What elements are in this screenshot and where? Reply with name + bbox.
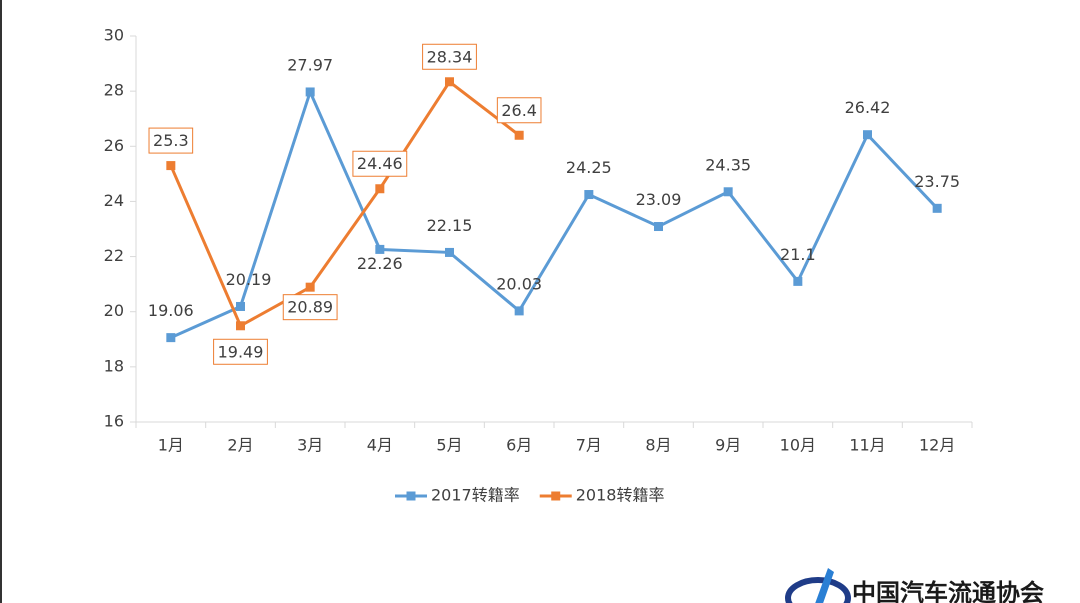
x-tick-label: 9月 — [715, 436, 741, 455]
data-label: 24.46 — [357, 154, 403, 173]
y-tick-label: 22 — [104, 246, 124, 265]
point-marker — [793, 276, 803, 286]
legend-marker — [406, 491, 416, 501]
data-label-box — [148, 127, 194, 154]
data-label: 25.3 — [153, 131, 189, 150]
logo-icon-stroke — [815, 568, 834, 603]
data-label: 24.35 — [705, 155, 751, 174]
y-tick-label: 26 — [104, 136, 124, 155]
x-tick-label: 4月 — [367, 436, 393, 455]
x-tick-label: 11月 — [849, 436, 885, 455]
logo-text: 中国汽车流通协会 — [852, 579, 1044, 603]
x-tick-label: 1月 — [158, 436, 184, 455]
x-tick-label: 10月 — [780, 436, 816, 455]
data-label: 26.42 — [845, 98, 891, 117]
x-tick-label: 6月 — [506, 436, 532, 455]
data-label: 19.49 — [218, 342, 264, 361]
point-marker — [863, 130, 872, 140]
data-label: 22.26 — [357, 254, 403, 273]
point-marker — [375, 184, 385, 194]
data-label-box — [352, 150, 408, 177]
series-line — [170, 87, 939, 340]
point-marker — [236, 301, 245, 311]
point-marker — [514, 130, 524, 140]
x-tick-label: 3月 — [297, 436, 323, 455]
point-marker — [654, 222, 663, 232]
data-label: 23.75 — [914, 172, 960, 191]
point-marker — [236, 321, 245, 331]
logo: 中国汽车流通协会 — [785, 568, 1044, 603]
point-marker — [305, 282, 315, 292]
data-label-box — [422, 43, 477, 70]
data-label: 21.1 — [780, 245, 816, 264]
point-marker — [445, 247, 454, 257]
point-marker — [723, 187, 733, 197]
y-tick-label: 20 — [104, 301, 124, 320]
data-label: 23.09 — [636, 190, 682, 209]
x-tick-label: 2月 — [227, 436, 253, 455]
y-tick-label: 18 — [104, 356, 124, 375]
y-tick-label: 24 — [104, 191, 124, 210]
legend-label: 2017转籍率 — [431, 486, 520, 505]
y-tick-label: 28 — [104, 81, 124, 100]
logo-icon — [785, 577, 851, 603]
point-marker — [445, 77, 454, 87]
data-label: 20.03 — [496, 274, 542, 293]
x-tick-label: 12月 — [919, 436, 955, 455]
point-marker — [514, 306, 524, 316]
data-label: 20.89 — [287, 298, 333, 317]
x-tick-label: 8月 — [645, 436, 671, 455]
data-label-box — [496, 97, 542, 124]
data-label: 19.06 — [148, 301, 194, 320]
x-tick-label: 7月 — [576, 436, 602, 455]
y-tick-label: 16 — [104, 412, 124, 431]
data-label-box — [213, 338, 268, 365]
y-tick-label: 30 — [104, 26, 124, 45]
data-label-box — [282, 294, 338, 321]
point-marker — [584, 190, 594, 200]
point-marker — [375, 244, 385, 254]
data-label: 26.4 — [501, 101, 537, 120]
point-marker — [305, 87, 315, 97]
data-label: 27.97 — [287, 55, 333, 74]
x-tick-label: 5月 — [436, 436, 462, 455]
legend-marker — [551, 491, 561, 501]
point-marker — [166, 333, 176, 343]
data-label: 22.15 — [427, 216, 473, 235]
data-label: 24.25 — [566, 158, 612, 177]
point-marker — [932, 203, 942, 213]
point-marker — [166, 161, 176, 171]
series-line — [169, 79, 521, 328]
data-label: 28.34 — [427, 47, 473, 66]
data-label: 20.19 — [226, 270, 272, 289]
legend-label: 2018转籍率 — [576, 486, 665, 505]
